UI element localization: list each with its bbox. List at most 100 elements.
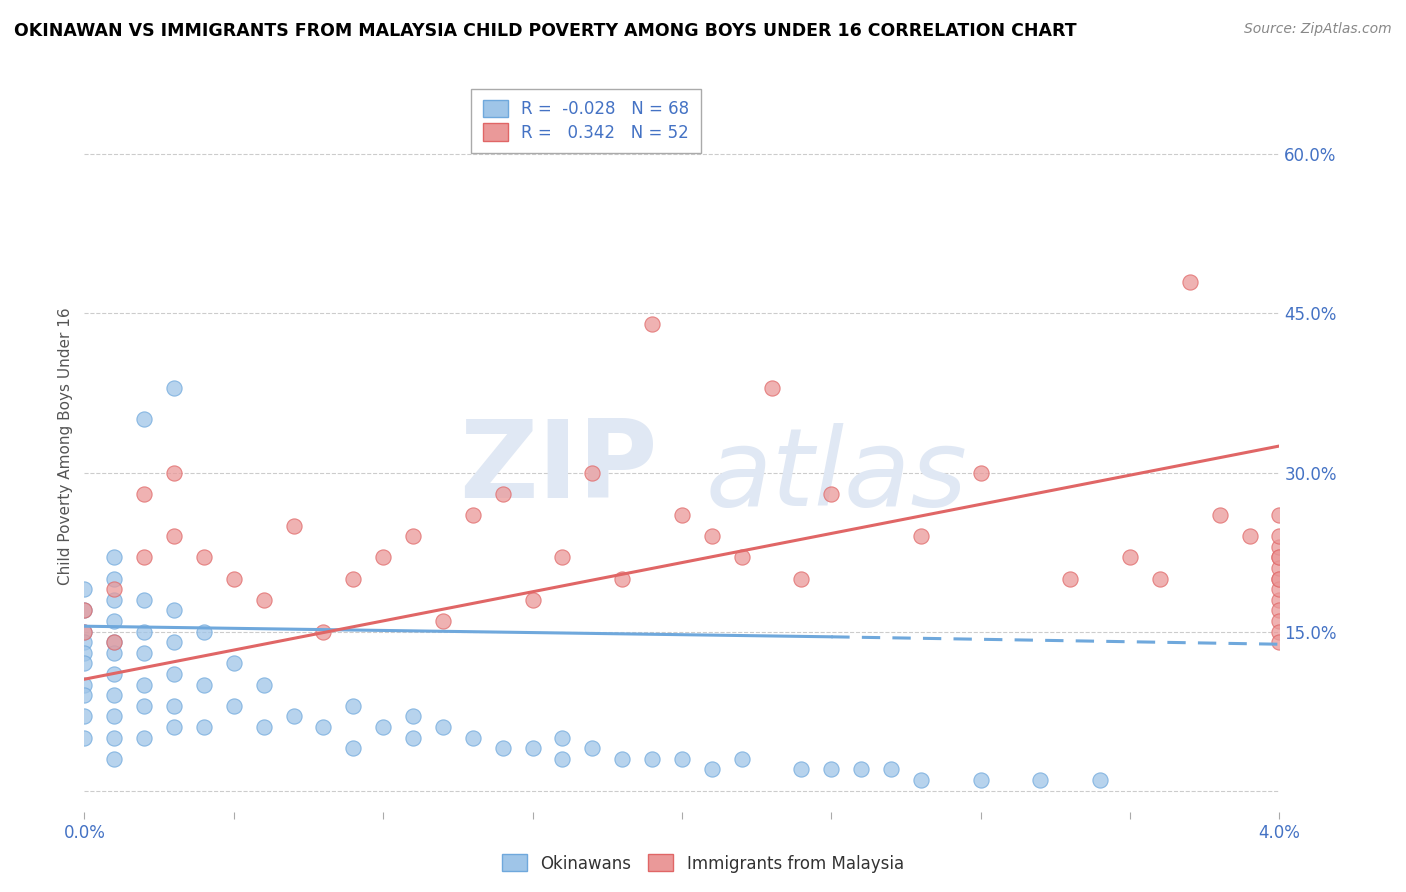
Point [312,720,335,734]
Point [163,720,186,734]
Point [432,614,454,628]
Point [73,624,96,639]
Point [970,466,993,480]
Point [1239,529,1261,543]
Point [641,752,664,766]
Point [132,486,156,500]
Point [970,772,993,787]
Point [222,657,245,671]
Point [880,762,903,776]
Point [103,592,125,607]
Point [163,698,186,713]
Point [1268,550,1291,565]
Point [132,698,156,713]
Point [163,635,186,649]
Point [1268,529,1291,543]
Point [1268,540,1291,554]
Point [402,731,425,745]
Point [163,529,186,543]
Point [551,550,574,565]
Point [163,381,186,395]
Point [731,550,754,565]
Point [132,677,156,691]
Point [612,572,634,586]
Point [132,646,156,660]
Point [132,592,156,607]
Point [103,582,125,596]
Point [193,624,215,639]
Point [581,466,603,480]
Point [103,731,125,745]
Point [283,709,305,723]
Point [73,731,96,745]
Point [103,752,125,766]
Point [1149,572,1171,586]
Point [851,762,873,776]
Point [612,752,634,766]
Point [283,518,305,533]
Point [103,614,125,628]
Point [1268,624,1291,639]
Point [222,698,245,713]
Point [73,646,96,660]
Point [790,762,813,776]
Point [253,677,276,691]
Point [1268,582,1291,596]
Legend: R =  -0.028   N = 68, R =   0.342   N = 52: R = -0.028 N = 68, R = 0.342 N = 52 [471,88,702,153]
Point [1119,550,1142,565]
Point [73,677,96,691]
Point [73,688,96,702]
Point [1178,275,1201,289]
Point [581,741,603,756]
Point [731,752,754,766]
Point [492,741,515,756]
Point [103,667,125,681]
Point [1268,508,1291,522]
Point [373,720,395,734]
Point [671,508,693,522]
Point [671,752,693,766]
Point [73,635,96,649]
Point [402,709,425,723]
Point [103,646,125,660]
Point [73,603,96,617]
Point [103,635,125,649]
Point [1268,561,1291,575]
Point [432,720,454,734]
Point [522,592,544,607]
Point [222,572,245,586]
Point [790,572,813,586]
Point [461,731,484,745]
Point [342,698,364,713]
Point [820,486,842,500]
Point [402,529,425,543]
Point [1268,592,1291,607]
Point [73,582,96,596]
Point [1209,508,1232,522]
Point [461,508,484,522]
Point [910,772,932,787]
Point [103,635,125,649]
Point [73,709,96,723]
Text: OKINAWAN VS IMMIGRANTS FROM MALAYSIA CHILD POVERTY AMONG BOYS UNDER 16 CORRELATI: OKINAWAN VS IMMIGRANTS FROM MALAYSIA CHI… [14,22,1077,40]
Point [132,731,156,745]
Point [103,688,125,702]
Point [193,550,215,565]
Text: atlas: atlas [706,423,967,528]
Point [641,317,664,331]
Point [1268,572,1291,586]
Point [132,550,156,565]
Point [253,720,276,734]
Point [163,603,186,617]
Point [1268,603,1291,617]
Point [1268,635,1291,649]
Point [1029,772,1052,787]
Point [312,624,335,639]
Point [1059,572,1081,586]
Point [1268,572,1291,586]
Point [761,381,783,395]
Point [551,752,574,766]
Point [1268,550,1291,565]
Point [73,603,96,617]
Point [700,529,723,543]
